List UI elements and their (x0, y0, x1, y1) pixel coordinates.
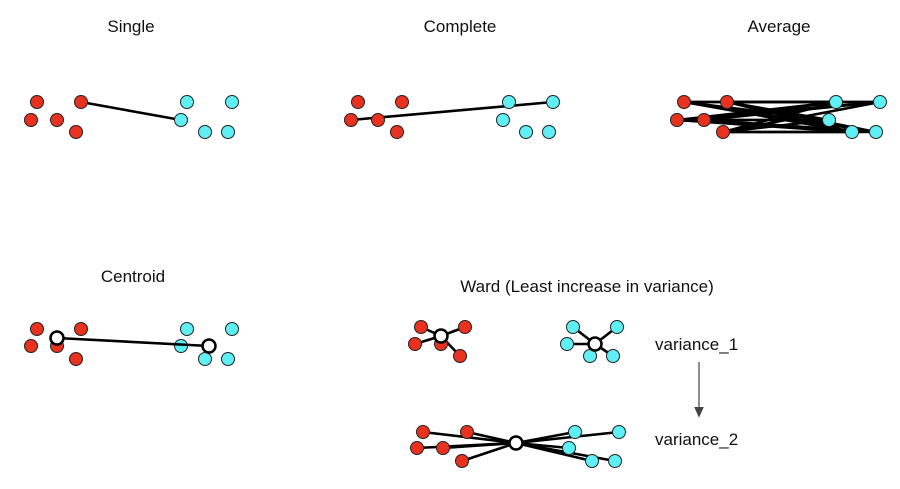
average-link-edge (721, 100, 838, 134)
centroid-title: Centroid (101, 267, 165, 286)
cluster-a-point (395, 95, 409, 109)
complete-link-edge (349, 100, 555, 122)
cluster-a-point (670, 113, 684, 127)
cluster-b-point (873, 95, 887, 109)
cluster-b-point (174, 113, 188, 127)
panel-average: Average (670, 17, 887, 139)
cluster-b-point (180, 322, 194, 336)
single-link-edge (79, 100, 183, 122)
cluster-b-point (519, 125, 533, 139)
cluster-a-point (69, 352, 83, 366)
cluster-a-point (458, 320, 472, 334)
variance-2-label: variance_2 (655, 430, 738, 449)
cluster-b-point (560, 337, 574, 351)
centroid-marker (587, 336, 603, 352)
ward-cluster-a (408, 320, 472, 363)
cluster-a-point (390, 125, 404, 139)
cluster-a-point (50, 113, 64, 127)
cluster-a-point (24, 113, 38, 127)
cluster-a-point (371, 113, 385, 127)
cluster-a-point (24, 339, 38, 353)
ward-merged-edge (465, 430, 518, 445)
cluster-b-point (496, 113, 510, 127)
cluster-b-point (198, 125, 212, 139)
cluster-b-point (562, 441, 576, 455)
cluster-b-point (221, 125, 235, 139)
cluster-a-point (455, 454, 469, 468)
cluster-b-point (869, 125, 883, 139)
cluster-b-point (221, 352, 235, 366)
cluster-a-point (677, 95, 691, 109)
centroid-marker (508, 435, 524, 451)
ward-title: Ward (Least increase in variance) (460, 277, 714, 296)
cluster-b-point (585, 454, 599, 468)
cluster-b-point (566, 320, 580, 334)
cluster-b-point (198, 352, 212, 366)
variance-1-label: variance_1 (655, 335, 738, 354)
panel-ward: Ward (Least increase in variance) (408, 277, 738, 468)
cluster-b-point (542, 125, 556, 139)
cluster-a-point (716, 125, 730, 139)
cluster-b-point (610, 320, 624, 334)
cluster-b-point (546, 95, 560, 109)
cluster-b-point (606, 349, 620, 363)
centroid-marker (201, 338, 217, 354)
centroid-marker (49, 330, 65, 346)
cluster-a-point (460, 425, 474, 439)
single-title: Single (107, 17, 154, 36)
cluster-a-point (697, 113, 711, 127)
cluster-b-point (568, 425, 582, 439)
cluster-a-point (436, 441, 450, 455)
cluster-b-point (502, 95, 516, 109)
cluster-a-point (74, 95, 88, 109)
cluster-b-point (612, 425, 626, 439)
complete-title: Complete (424, 17, 497, 36)
cluster-b-point (225, 322, 239, 336)
ward-merged-edge (460, 441, 518, 463)
ward-merged-cluster (410, 425, 626, 468)
cluster-b-point (608, 454, 622, 468)
cluster-a-point (410, 441, 424, 455)
cluster-a-point (351, 95, 365, 109)
cluster-a-point (414, 320, 428, 334)
average-link-edge (721, 100, 882, 134)
ward-cluster-b (560, 320, 624, 363)
ward-merged-edge (441, 441, 518, 450)
cluster-a-point (30, 95, 44, 109)
cluster-b-point (845, 125, 859, 139)
ward-merged-edge (514, 430, 621, 445)
cluster-a-point (74, 322, 88, 336)
panel-complete: Complete (344, 17, 560, 139)
average-title: Average (747, 17, 810, 36)
cluster-a-point (453, 349, 467, 363)
cluster-a-point (344, 113, 358, 127)
centroid-marker (433, 328, 449, 344)
cluster-a-point (69, 125, 83, 139)
cluster-a-point (30, 322, 44, 336)
cluster-b-point (822, 113, 836, 127)
average-link-edge (702, 100, 882, 122)
panel-single: Single (24, 17, 239, 139)
cluster-a-point (720, 95, 734, 109)
cluster-b-point (829, 95, 843, 109)
cluster-b-point (225, 95, 239, 109)
panel-centroid: Centroid (24, 267, 239, 366)
centroid-link-edge (55, 336, 211, 348)
average-link-edge (721, 118, 831, 134)
cluster-b-point (180, 95, 194, 109)
cluster-a-point (416, 425, 430, 439)
cluster-a-point (408, 337, 422, 351)
